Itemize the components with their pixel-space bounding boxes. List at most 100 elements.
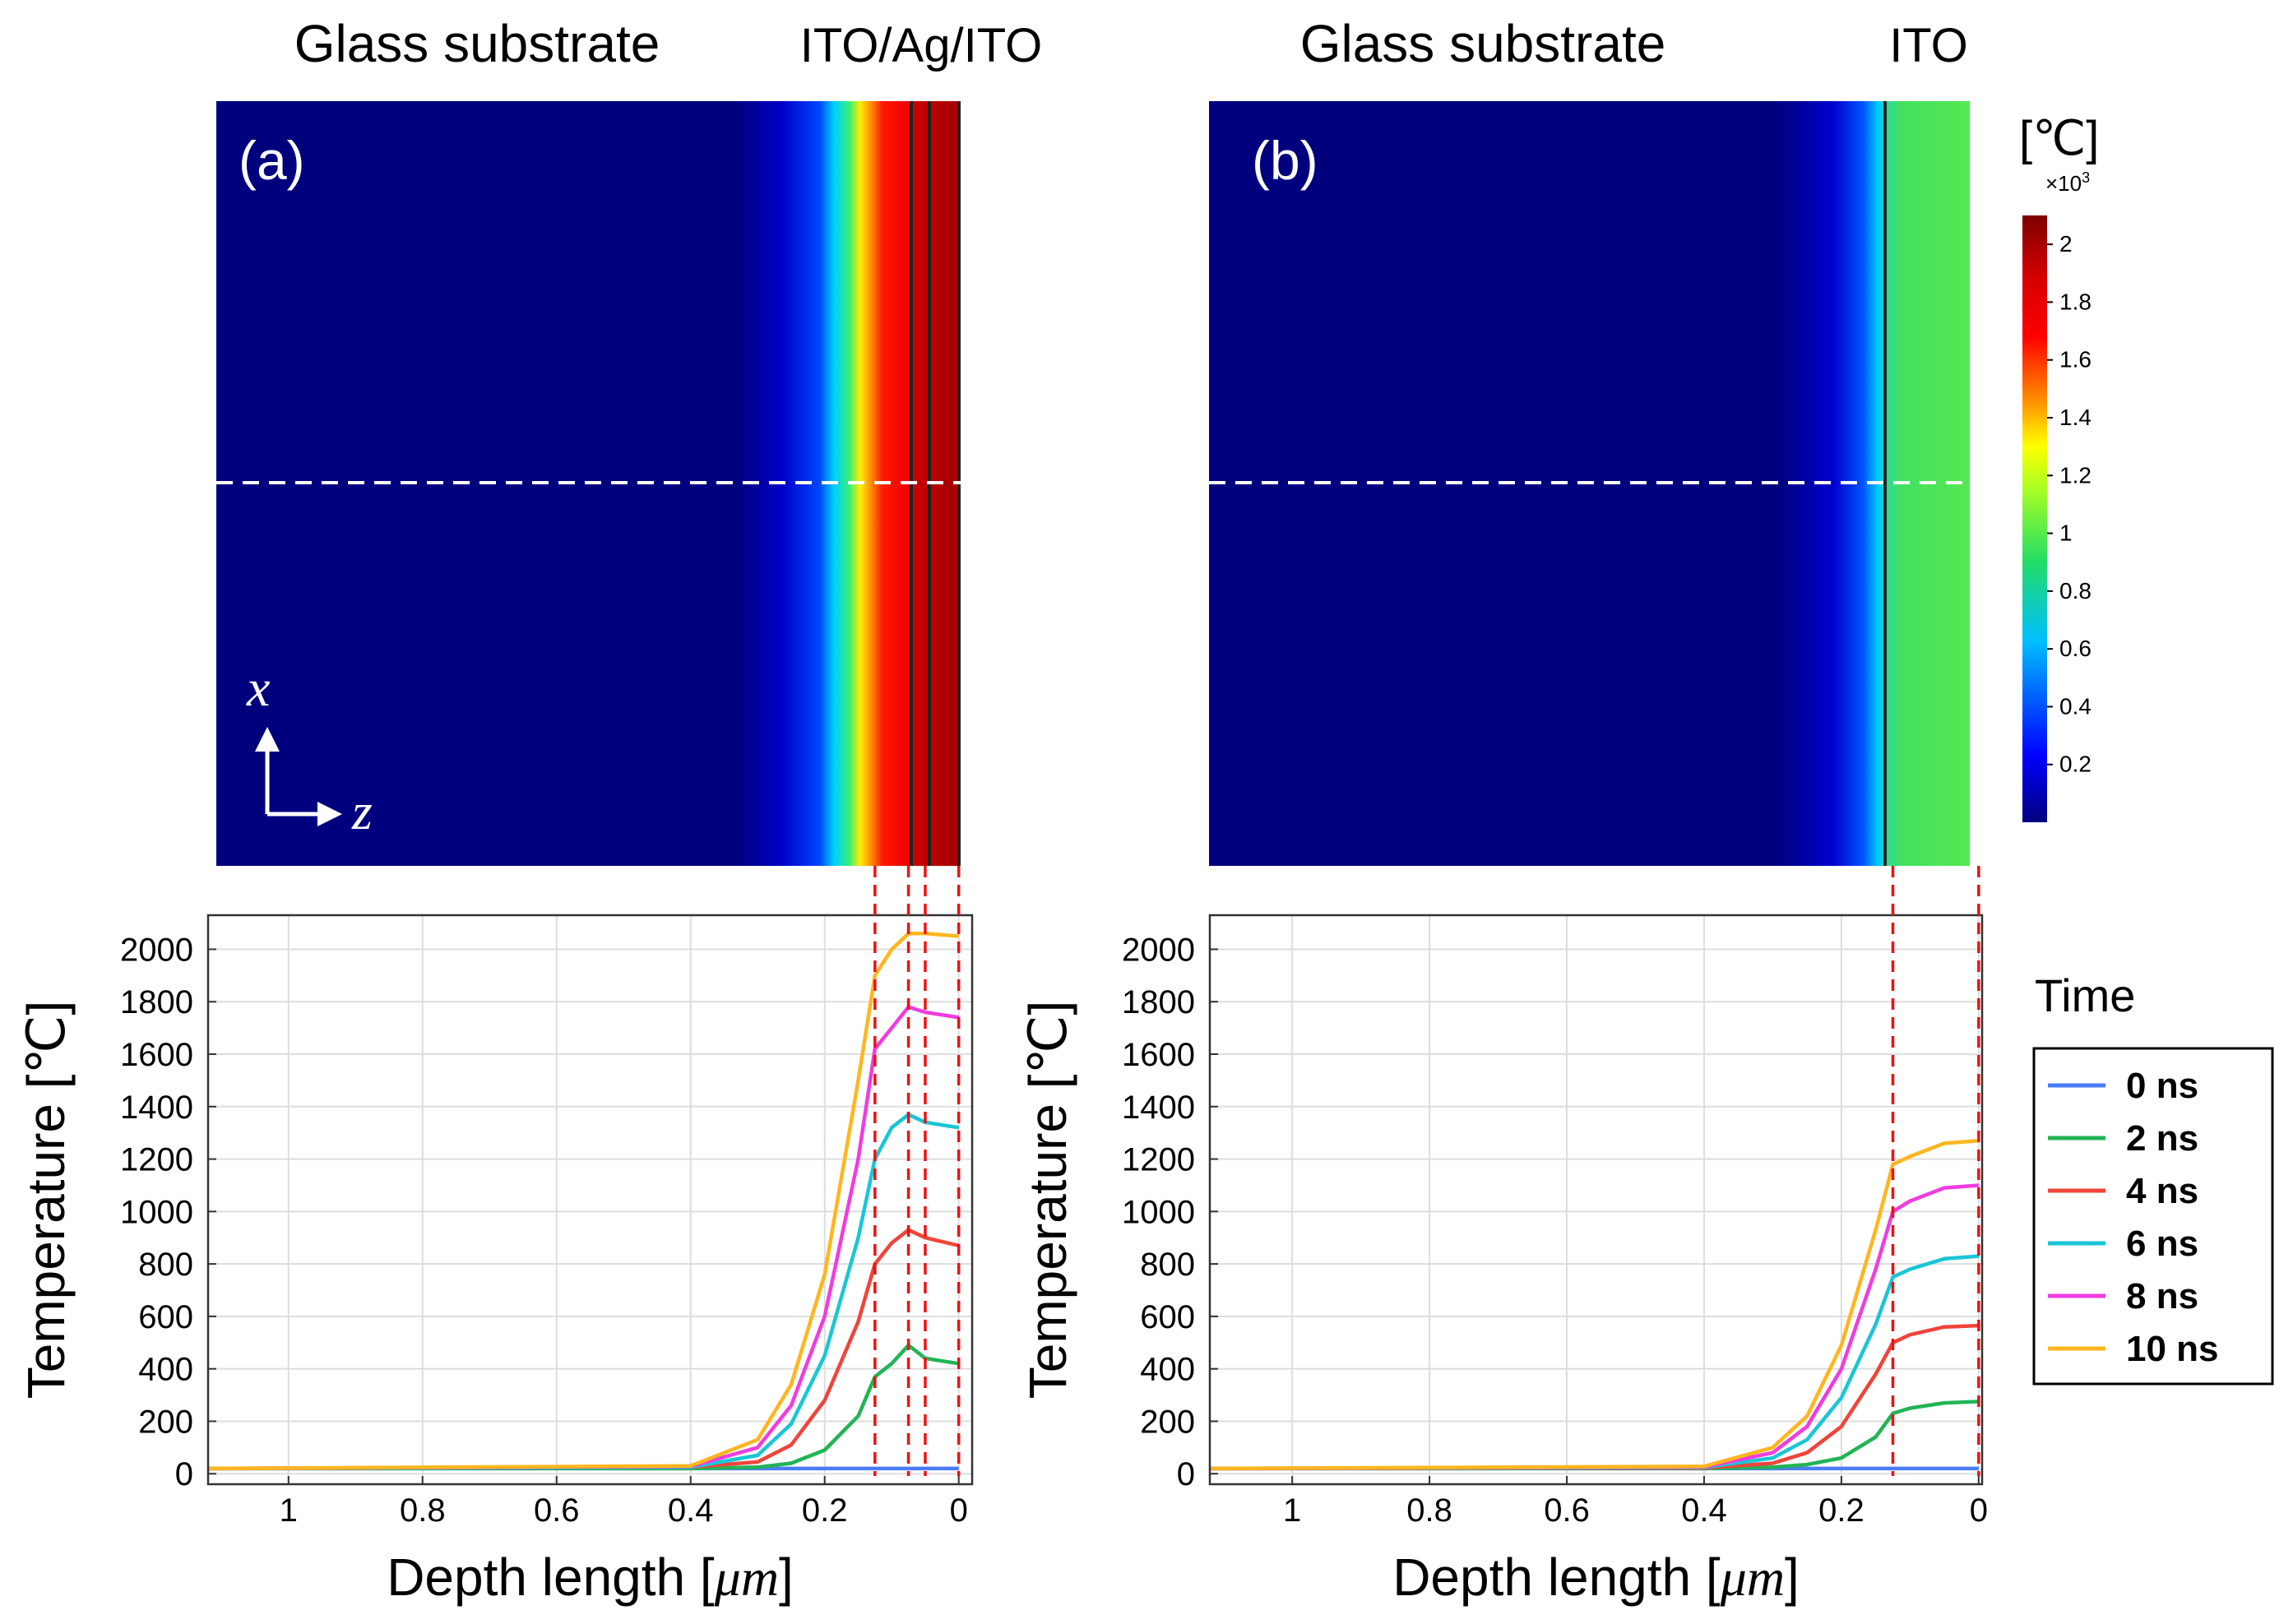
y-tick-label: 2000 [120, 932, 193, 968]
legend-label: 10 ns [2126, 1329, 2219, 1369]
x-tick-label: 0 [950, 1492, 968, 1529]
x-tick-label: 1 [280, 1492, 298, 1529]
y-tick-label: 1000 [120, 1194, 193, 1230]
y-tick-label: 200 [1140, 1404, 1195, 1440]
panel-a-header-right: ITO/Ag/ITO [800, 19, 1042, 72]
colorbar: [℃] ×103 0.2 0.4 0.6 0.8 1 1.2 1.4 1.6 1.8 2 [2019, 112, 2099, 822]
x-tick-label: 0.8 [1406, 1492, 1452, 1529]
y-tick-label: 1200 [1122, 1142, 1195, 1178]
y-tick-label: 1000 [1122, 1194, 1195, 1230]
colorbar-tick-label: 0.6 [2059, 636, 2091, 661]
y-tick-label: 1400 [1122, 1090, 1195, 1126]
y-tick-label: 200 [138, 1404, 193, 1440]
x-axis-label-unit: μm [714, 1548, 779, 1607]
x-axis-label-prefix: Depth length [ [1392, 1548, 1721, 1607]
series-line-8-ns [207, 1005, 960, 1471]
legend-title: Time [2035, 969, 2135, 1021]
panel-b: Glass substrate ITO (b) [1209, 14, 1970, 866]
legend-label: 6 ns [2126, 1224, 2198, 1264]
panel-a-header-left: Glass substrate [294, 14, 660, 73]
y-tick-label: 600 [138, 1299, 193, 1335]
colorbar-multiplier-exp: 3 [2082, 169, 2090, 186]
x-tick-label: 0.4 [1681, 1492, 1727, 1529]
series-line-10-ns [207, 932, 959, 1471]
panel-b-header-right: ITO [1889, 19, 1968, 72]
y-tick-label: 1400 [120, 1090, 193, 1126]
colorbar-tick-label: 1.2 [2059, 462, 2091, 488]
colorbar-tick-label: 2 [2059, 231, 2073, 257]
x-axis-label: Depth length [μm] [1392, 1548, 1800, 1607]
x-axis-label-prefix: Depth length [ [387, 1548, 715, 1607]
y-tick-label: 1800 [1122, 984, 1195, 1020]
x-axis-label: Depth length [μm] [387, 1548, 794, 1607]
x-tick-label: 0.2 [802, 1492, 848, 1529]
x-tick-label: 0 [1970, 1492, 1988, 1529]
y-tick-label: 600 [1140, 1299, 1195, 1335]
chart-c: 1 0.8 0.6 0.4 0.2 0 0 200 400 600 800 1000 1200 1400 1… [16, 914, 974, 1607]
series-line-6-ns [1209, 1254, 1979, 1471]
y-tick-label: 1200 [120, 1142, 193, 1178]
colorbar-multiplier-base: ×10 [2045, 171, 2082, 196]
z-axis-symbol: z [351, 782, 373, 840]
legend-label: 0 ns [2126, 1066, 2198, 1106]
colorbar-tick-label: 1.6 [2059, 347, 2091, 372]
series-line-10-ns [1209, 1138, 1979, 1471]
x-tick-label: 0.4 [668, 1492, 714, 1529]
legend-label: 2 ns [2126, 1118, 2198, 1159]
colorbar-unit: [℃] [2019, 112, 2099, 165]
y-tick-label: 0 [1177, 1456, 1195, 1492]
series-line-4-ns [1209, 1323, 1979, 1471]
x-axis-label-suffix: ] [779, 1548, 794, 1607]
panel-b-header-left: Glass substrate [1300, 14, 1666, 73]
plot-background [208, 915, 972, 1484]
y-tick-label: 400 [1140, 1352, 1195, 1388]
colorbar-gradient [2022, 215, 2047, 822]
x-tick-label: 0.2 [1818, 1492, 1865, 1529]
axes-icon: x z [246, 659, 373, 840]
series-line-6-ns [207, 1113, 960, 1471]
y-tick-label: 1800 [120, 984, 193, 1020]
boundary-lines [873, 866, 1980, 1476]
colorbar-tick-label: 1.8 [2059, 289, 2091, 314]
x-tick-label: 0.8 [400, 1492, 446, 1529]
chart-d: 1 0.8 0.6 0.4 0.2 0 0 200 400 600 800 1000 1200 1400 1… [1018, 914, 1988, 1607]
series-line-8-ns [1209, 1183, 1979, 1471]
colorbar-tick-label: 0.8 [2059, 578, 2091, 604]
x-tick-label: 0.6 [534, 1492, 580, 1529]
y-tick-label: 1600 [120, 1037, 193, 1073]
colorbar-ticks: 0.2 0.4 0.6 0.8 1 1.2 1.4 1.6 1.8 2 [2047, 231, 2091, 777]
plot-background [1210, 915, 1982, 1484]
y-tick-label: 800 [138, 1247, 193, 1283]
legend: Time 0 ns 2 ns 4 ns 6 ns 8 ns 10 ns [2032, 969, 2274, 1386]
colorbar-tick-label: 1.4 [2059, 405, 2091, 430]
x-axis-symbol: x [246, 659, 270, 717]
y-tick-label: 0 [175, 1456, 193, 1492]
x-tick-label: 1 [1283, 1492, 1301, 1529]
series-line-2-ns [208, 1343, 960, 1471]
y-axis-label: Temperature [℃] [16, 1001, 76, 1400]
plot-frame [1208, 914, 1984, 1486]
series-line-2-ns [1210, 1400, 1979, 1471]
legend-label: 8 ns [2126, 1276, 2198, 1316]
series-line-4-ns [207, 1228, 960, 1471]
legend-label: 4 ns [2126, 1171, 2198, 1211]
x-tick-label: 0.6 [1544, 1492, 1590, 1529]
colorbar-tick-label: 0.4 [2059, 693, 2091, 719]
panel-a-label: (a) [239, 130, 305, 191]
y-tick-label: 400 [138, 1352, 193, 1388]
y-axis-label: Temperature [℃] [1018, 1001, 1077, 1400]
panel-a: Glass substrate ITO/Ag/ITO (a) x z [216, 14, 1042, 866]
colorbar-multiplier: ×103 [2045, 169, 2090, 196]
panel-b-label: (b) [1252, 130, 1318, 191]
x-axis-label-unit: μm [1720, 1548, 1785, 1607]
legend-items: 0 ns 2 ns 4 ns 6 ns 8 ns 10 ns [2048, 1066, 2219, 1369]
y-tick-label: 1600 [1122, 1037, 1195, 1073]
plot-frame [206, 914, 974, 1486]
y-tick-label: 800 [1140, 1247, 1195, 1283]
y-tick-label: 2000 [1122, 932, 1195, 968]
legend-box [2032, 1047, 2274, 1386]
colorbar-tick-label: 0.2 [2059, 752, 2091, 777]
x-axis-label-suffix: ] [1785, 1548, 1800, 1607]
colorbar-tick-label: 1 [2059, 521, 2073, 546]
